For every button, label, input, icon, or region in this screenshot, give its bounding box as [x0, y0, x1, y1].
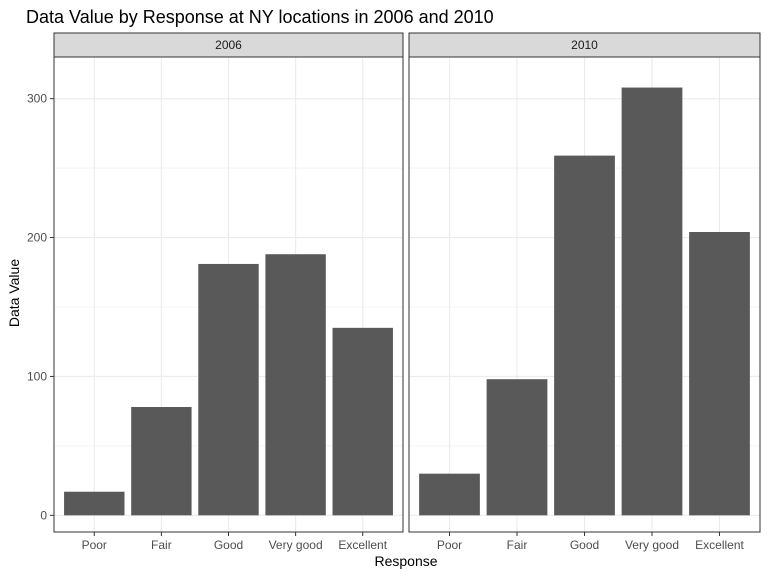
facet-strip: [408, 32, 761, 58]
y-tick-label: 300: [27, 92, 47, 106]
y-axis-title: Data Value: [6, 259, 22, 327]
bar-poor: [419, 473, 480, 516]
chart-title: Data Value by Response at NY locations i…: [26, 7, 494, 27]
x-tick-label: Poor: [437, 538, 462, 552]
facet-panel-2010: 2010 Poor Fair Good Very good Excellent: [408, 32, 761, 552]
bar-fair: [486, 379, 548, 516]
bar-excellent: [332, 327, 393, 516]
x-tick-label: Very good: [269, 538, 323, 552]
x-tick-label: Poor: [82, 538, 107, 552]
facet-panel-2006: 2006 Poor Fair Good Very good Excellent: [53, 32, 404, 552]
x-tick-label: Fair: [507, 538, 528, 552]
x-tick-label: Fair: [151, 538, 172, 552]
y-tick-label: 200: [27, 231, 47, 245]
bar-good: [554, 155, 615, 516]
x-tick-label: Good: [214, 538, 243, 552]
facet-strip-label: 2010: [571, 38, 598, 52]
x-tick-label: Good: [570, 538, 599, 552]
x-tick-label: Excellent: [338, 538, 387, 552]
facet-panels: 2006 Poor Fair Good Very good Excellent 2010 Po…: [53, 32, 761, 552]
y-tick-label: 100: [27, 369, 47, 383]
facet-strip-label: 2006: [215, 38, 242, 52]
x-tick-label: Very good: [625, 538, 679, 552]
bar-excellent: [689, 232, 750, 516]
facet-strip: [53, 32, 404, 58]
y-axis: 0 100 200 300: [27, 92, 54, 522]
x-tick-label: Excellent: [695, 538, 744, 552]
bar-good: [198, 263, 259, 516]
bar-poor: [64, 491, 125, 516]
bar-fair: [131, 407, 192, 516]
bar-very-good: [621, 87, 683, 516]
bar-very-good: [265, 254, 326, 516]
y-tick-label: 0: [40, 508, 47, 522]
x-axis-title: Response: [374, 553, 437, 569]
